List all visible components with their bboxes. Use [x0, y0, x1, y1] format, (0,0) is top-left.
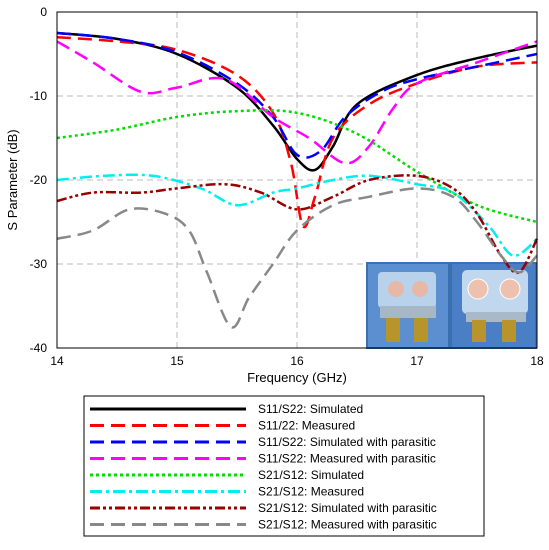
y-tick-labels: 0 -10 -20 -30 -40 — [30, 5, 48, 355]
legend-label: S11/S22: Measured with parasitic — [258, 452, 436, 466]
legend-label: S11/22: Measured — [258, 419, 355, 433]
y-tick-label: -10 — [30, 89, 48, 103]
series-line — [56, 173, 538, 257]
legend-label: S21/S12: Simulated — [258, 468, 364, 482]
x-axis-label: Frequency (GHz) — [247, 370, 347, 385]
series-line — [56, 31, 538, 172]
series-line — [56, 187, 538, 329]
y-axis-label: S Parameter (dB) — [5, 129, 20, 230]
legend-label: S21/S12: Simulated with parasitic — [258, 501, 437, 515]
x-tick-label: 18 — [530, 354, 544, 368]
antenna-photo-inset — [366, 262, 537, 349]
legend-box — [83, 395, 485, 537]
legend-label: S11/S22: Simulated with parasitic — [258, 435, 436, 449]
legend-label: S21/S12: Measured — [258, 485, 364, 499]
series-lines — [56, 31, 539, 329]
x-tick-labels: 14 15 16 17 18 — [50, 354, 544, 368]
x-tick-label: 15 — [170, 354, 184, 368]
x-tick-label: 17 — [410, 354, 424, 368]
series-line — [56, 40, 538, 165]
legend: S11/S22: Simulated S11/22: Measured S11/S2… — [83, 395, 485, 537]
y-tick-label: 0 — [40, 5, 47, 19]
x-tick-label: 14 — [50, 354, 64, 368]
plot-frame — [56, 11, 538, 349]
legend-label: S11/S22: Simulated — [258, 402, 363, 416]
x-tick-label: 16 — [290, 354, 304, 368]
y-tick-label: -30 — [30, 257, 48, 271]
series-line — [56, 31, 538, 159]
legend-label: S21/S12: Measured with parasitic — [258, 518, 437, 532]
y-tick-label: -40 — [30, 341, 48, 355]
y-tick-label: -20 — [30, 173, 48, 187]
